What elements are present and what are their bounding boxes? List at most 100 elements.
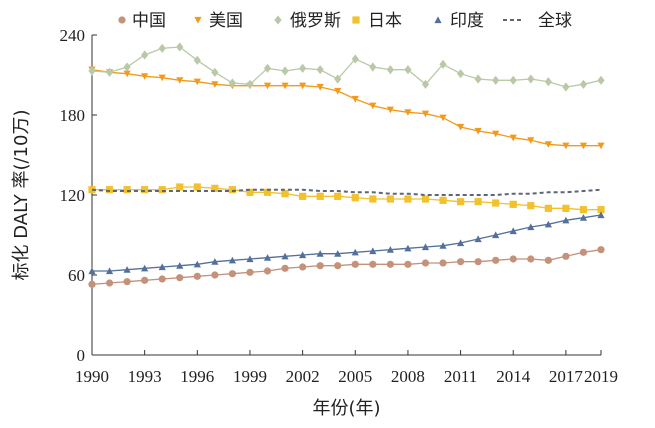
x-tick-label: 1996 [180, 367, 214, 386]
data-point [369, 260, 377, 268]
data-point [281, 82, 289, 90]
data-point [88, 66, 96, 76]
data-point [492, 130, 500, 138]
data-point [105, 67, 114, 77]
data-point [597, 246, 605, 254]
data-point [228, 186, 237, 194]
plot-area [88, 42, 605, 288]
data-point [386, 246, 394, 253]
data-point [316, 192, 324, 200]
data-point [334, 192, 342, 200]
data-point [299, 192, 307, 200]
x-tick-label: 2014 [496, 367, 531, 386]
data-point [141, 50, 149, 60]
data-point [579, 142, 588, 150]
legend-label: 中国 [132, 11, 166, 31]
data-point [334, 74, 342, 84]
data-point [597, 142, 605, 150]
y-tick-label: 120 [60, 186, 86, 205]
x-tick-label: 1990 [75, 367, 109, 386]
data-point [263, 267, 272, 275]
legend: 中国 美国 俄罗斯 日本 印度 全球 [118, 11, 572, 31]
data-point [351, 260, 359, 268]
data-point [141, 186, 149, 194]
data-point [88, 186, 96, 194]
data-point [351, 54, 359, 64]
data-point [246, 79, 254, 89]
series-line [91, 188, 602, 196]
data-point [527, 137, 535, 144]
data-point [544, 77, 552, 87]
x-tick-label: 2005 [338, 367, 372, 386]
legend-swatch [274, 15, 282, 25]
data-point [492, 199, 500, 207]
data-point [228, 270, 237, 278]
x-tick-label: 1999 [233, 367, 267, 386]
series-全球 [91, 188, 602, 196]
data-point [597, 75, 605, 85]
data-point [88, 280, 96, 288]
data-point [176, 274, 184, 282]
data-point [158, 43, 166, 53]
data-point [246, 188, 254, 196]
x-tick-label: 2008 [391, 367, 425, 386]
x-tick-label: 2019 [584, 367, 618, 386]
data-point [579, 206, 588, 214]
data-point [562, 204, 570, 212]
data-point [281, 252, 289, 260]
data-point [579, 79, 588, 89]
data-point [509, 75, 517, 85]
data-point [158, 186, 166, 194]
series-line [92, 186, 601, 211]
data-point [439, 259, 447, 267]
data-point [421, 110, 430, 118]
data-point [263, 188, 272, 196]
data-point [158, 74, 166, 82]
series-日本 [88, 183, 605, 214]
data-point [474, 198, 482, 206]
data-point [527, 202, 535, 210]
series-印度 [88, 211, 605, 275]
data-point [193, 78, 201, 86]
data-point [456, 69, 465, 79]
data-point [404, 195, 412, 203]
data-point [404, 65, 412, 75]
data-point [141, 276, 149, 284]
data-point [527, 74, 535, 84]
data-point [492, 75, 500, 85]
data-point [562, 82, 570, 92]
data-point [316, 83, 324, 91]
data-point [527, 223, 535, 231]
data-point [141, 73, 149, 80]
data-point [263, 63, 272, 73]
data-point [334, 250, 342, 257]
data-point [228, 256, 237, 264]
data-point [369, 102, 377, 110]
data-point [509, 200, 517, 208]
data-point [299, 251, 307, 259]
data-point [492, 256, 500, 264]
data-point [158, 275, 166, 283]
data-point [421, 243, 430, 251]
data-point [456, 123, 465, 131]
data-point [439, 114, 447, 122]
data-point [351, 95, 359, 103]
data-point [193, 55, 201, 65]
data-point [369, 247, 377, 255]
data-point [176, 262, 184, 269]
series-美国 [88, 66, 605, 150]
data-point [509, 134, 517, 142]
data-point [509, 227, 517, 235]
data-point [597, 211, 605, 219]
data-point [105, 267, 114, 275]
data-point [492, 231, 500, 239]
y-tick-label: 60 [68, 266, 85, 285]
series-中国 [88, 246, 605, 288]
data-point [544, 256, 552, 264]
data-point [544, 204, 552, 212]
data-point [316, 65, 324, 75]
data-point [211, 67, 219, 77]
data-point [562, 216, 570, 224]
data-point [456, 258, 465, 266]
